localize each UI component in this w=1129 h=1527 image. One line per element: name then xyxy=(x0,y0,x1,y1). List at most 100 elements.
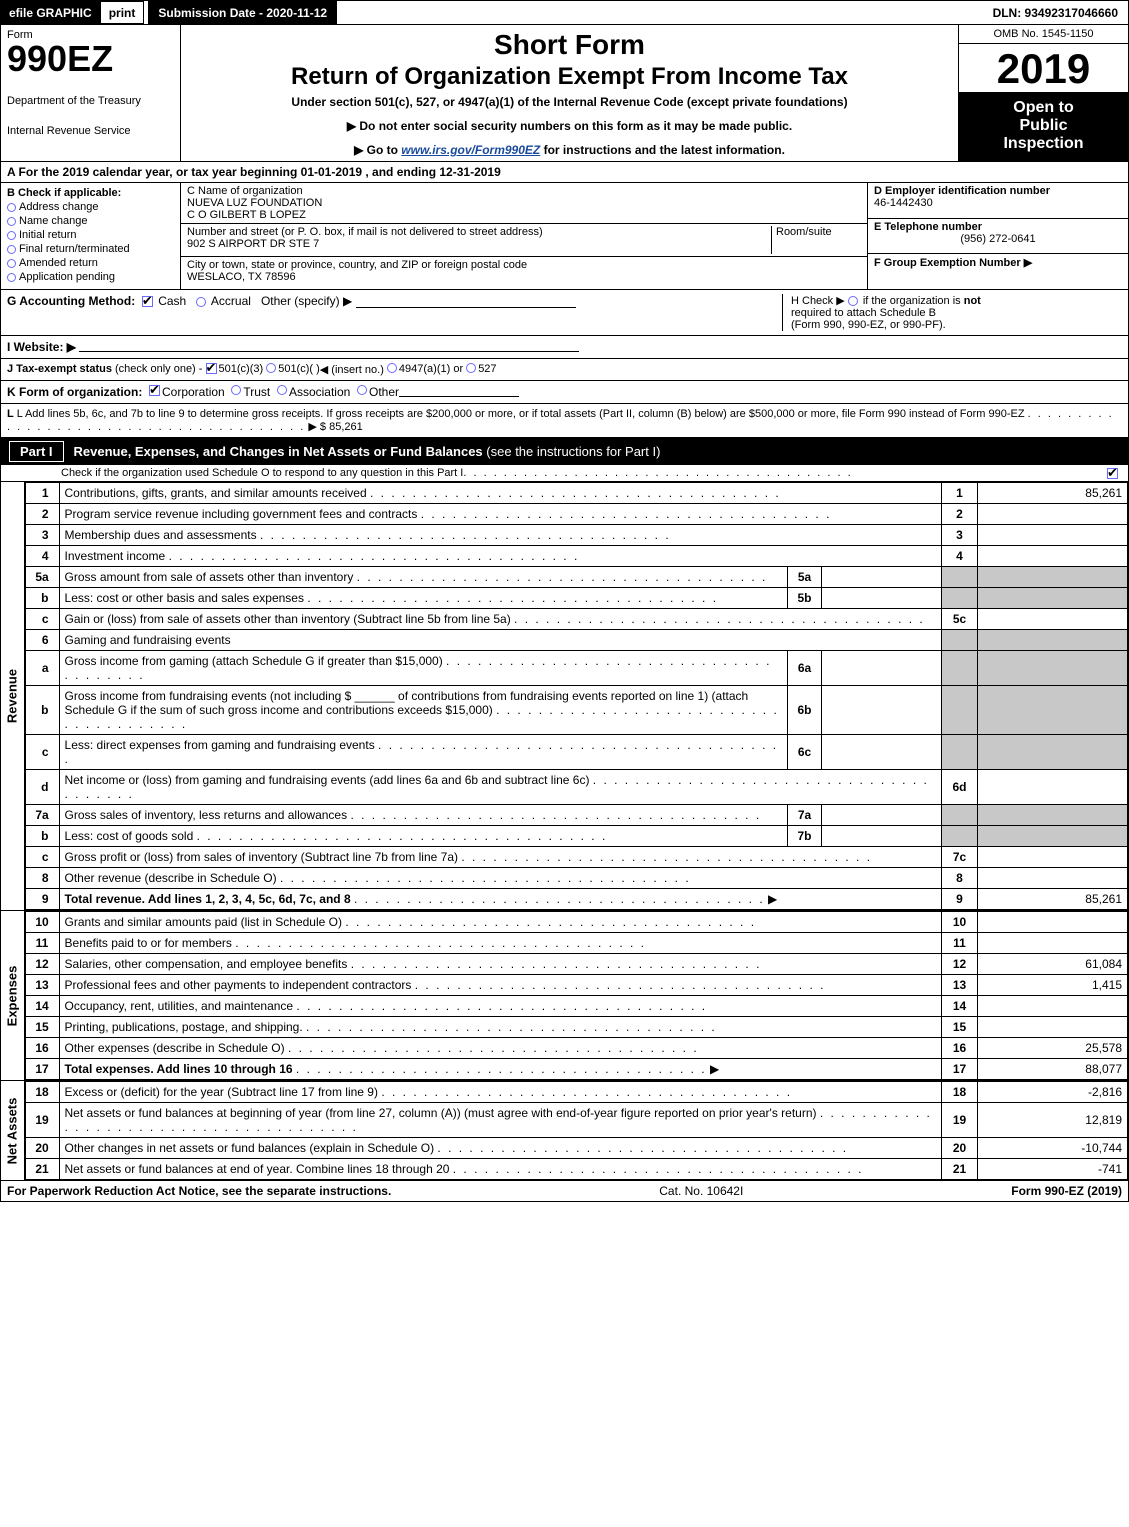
line-ref: 1 xyxy=(942,483,978,504)
line-desc: Less: cost or other basis and sales expe… xyxy=(59,588,787,609)
radio-h-icon[interactable] xyxy=(848,296,858,306)
line-a-tax-year: A For the 2019 calendar year, or tax yea… xyxy=(1,162,1128,183)
radio-trust-icon[interactable] xyxy=(231,385,241,395)
line-amount xyxy=(978,735,1128,770)
mini-line-val xyxy=(822,567,942,588)
mini-line-val xyxy=(822,686,942,735)
checkbox-corp-icon[interactable] xyxy=(149,385,160,396)
open-line1: Open to xyxy=(963,99,1124,117)
table-row: 16Other expenses (describe in Schedule O… xyxy=(25,1038,1127,1059)
line-amount xyxy=(978,912,1128,933)
mini-line-val xyxy=(822,735,942,770)
top-strip: efile GRAPHIC print Submission Date - 20… xyxy=(1,1,1128,25)
line-ref: 18 xyxy=(942,1082,978,1103)
line-no: b xyxy=(25,686,59,735)
line-no: 21 xyxy=(25,1159,59,1180)
e-title: E Telephone number xyxy=(874,221,1122,233)
chk-label: Final return/terminated xyxy=(19,243,130,255)
other-org-input[interactable] xyxy=(399,385,519,397)
line-desc: Net assets or fund balances at beginning… xyxy=(59,1103,941,1138)
form-page: efile GRAPHIC print Submission Date - 20… xyxy=(0,0,1129,1202)
line-desc: Grants and similar amounts paid (list in… xyxy=(59,912,941,933)
line-amount: 88,077 xyxy=(978,1059,1128,1080)
line-amount: -741 xyxy=(978,1159,1128,1180)
org-care-of: C O GILBERT B LOPEZ xyxy=(187,209,861,221)
mini-line-val xyxy=(822,651,942,686)
line-amount: 61,084 xyxy=(978,954,1128,975)
chk-amended-return[interactable]: Amended return xyxy=(7,257,174,269)
line-ref: 14 xyxy=(942,996,978,1017)
radio-4947-icon[interactable] xyxy=(387,363,397,373)
line-desc: Salaries, other compensation, and employ… xyxy=(59,954,941,975)
netassets-label-text: Net Assets xyxy=(5,1097,20,1164)
line-no: 11 xyxy=(25,933,59,954)
line-ref: 6d xyxy=(942,770,978,805)
group-exemption-row: F Group Exemption Number ▶ xyxy=(868,254,1128,289)
table-row: 1Contributions, gifts, grants, and simil… xyxy=(25,483,1127,504)
line-desc: Gain or (loss) from sale of assets other… xyxy=(59,609,941,630)
no-ssn-line: ▶ Do not enter social security numbers o… xyxy=(187,119,952,133)
chk-address-change[interactable]: Address change xyxy=(7,201,174,213)
revenue-table: 1Contributions, gifts, grants, and simil… xyxy=(25,482,1128,910)
chk-name-change[interactable]: Name change xyxy=(7,215,174,227)
table-row: cGain or (loss) from sale of assets othe… xyxy=(25,609,1127,630)
city-row: City or town, state or province, country… xyxy=(181,257,867,289)
other-input[interactable] xyxy=(356,296,576,308)
chk-final-return[interactable]: Final return/terminated xyxy=(7,243,174,255)
j-row-tax-exempt: J Tax-exempt status (check only one) - 5… xyxy=(1,359,1128,381)
mini-line-no: 7b xyxy=(788,826,822,847)
table-row: 13Professional fees and other payments t… xyxy=(25,975,1127,996)
radio-501c-icon[interactable] xyxy=(266,363,276,373)
irs-link[interactable]: www.irs.gov/Form990EZ xyxy=(401,143,540,157)
radio-accrual-icon[interactable] xyxy=(196,297,206,307)
table-row: 17Total expenses. Add lines 10 through 1… xyxy=(25,1059,1127,1080)
line-no: c xyxy=(25,609,59,630)
website-input[interactable] xyxy=(79,340,579,352)
i-row-website: I Website: ▶ xyxy=(1,336,1128,359)
radio-assoc-icon[interactable] xyxy=(277,385,287,395)
line-no: 10 xyxy=(25,912,59,933)
line-desc: Other changes in net assets or fund bala… xyxy=(59,1138,941,1159)
opt-501c3: 501(c)(3) xyxy=(219,363,264,376)
table-row: 20Other changes in net assets or fund ba… xyxy=(25,1138,1127,1159)
line-desc: Gross income from gaming (attach Schedul… xyxy=(59,651,787,686)
line-ref: 8 xyxy=(942,868,978,889)
line-desc: Gross income from fundraising events (no… xyxy=(59,686,787,735)
line-amount: -10,744 xyxy=(978,1138,1128,1159)
line-ref: 4 xyxy=(942,546,978,567)
line-amount xyxy=(978,546,1128,567)
mini-line-val xyxy=(822,826,942,847)
line-amount xyxy=(978,588,1128,609)
table-row: 5aGross amount from sale of assets other… xyxy=(25,567,1127,588)
cat-no: Cat. No. 10642I xyxy=(659,1184,743,1198)
line-no: 5a xyxy=(25,567,59,588)
room-suite: Room/suite xyxy=(771,226,861,254)
table-row: aGross income from gaming (attach Schedu… xyxy=(25,651,1127,686)
chk-application-pending[interactable]: Application pending xyxy=(7,271,174,283)
checkbox-schedule-o-icon[interactable] xyxy=(1107,468,1118,479)
radio-other-icon[interactable] xyxy=(357,385,367,395)
print-button[interactable]: print xyxy=(100,1,145,24)
radio-527-icon[interactable] xyxy=(466,363,476,373)
city-state-zip: WESLACO, TX 78596 xyxy=(187,271,861,283)
table-row: 14Occupancy, rent, utilities, and mainte… xyxy=(25,996,1127,1017)
line-amount xyxy=(978,868,1128,889)
line-desc: Membership dues and assessments xyxy=(59,525,941,546)
checkbox-501c3-icon[interactable] xyxy=(206,363,217,374)
revenue-section: Revenue 1Contributions, gifts, grants, a… xyxy=(1,482,1128,911)
table-row: 18Excess or (deficit) for the year (Subt… xyxy=(25,1082,1127,1103)
chk-initial-return[interactable]: Initial return xyxy=(7,229,174,241)
line-desc: Program service revenue including govern… xyxy=(59,504,941,525)
line-amount xyxy=(978,805,1128,826)
radio-icon xyxy=(7,273,16,282)
dln-text: DLN: 93492317046660 xyxy=(993,6,1118,20)
checkbox-cash-icon[interactable] xyxy=(142,296,153,307)
line-amount: 85,261 xyxy=(978,483,1128,504)
opt-527: 527 xyxy=(478,363,496,376)
phone-value: (956) 272-0641 xyxy=(874,233,1122,245)
table-row: cGross profit or (loss) from sales of in… xyxy=(25,847,1127,868)
line-desc: Professional fees and other payments to … xyxy=(59,975,941,996)
h-text2: if the organization is xyxy=(863,295,961,307)
line-no: 7a xyxy=(25,805,59,826)
table-row: 15Printing, publications, postage, and s… xyxy=(25,1017,1127,1038)
